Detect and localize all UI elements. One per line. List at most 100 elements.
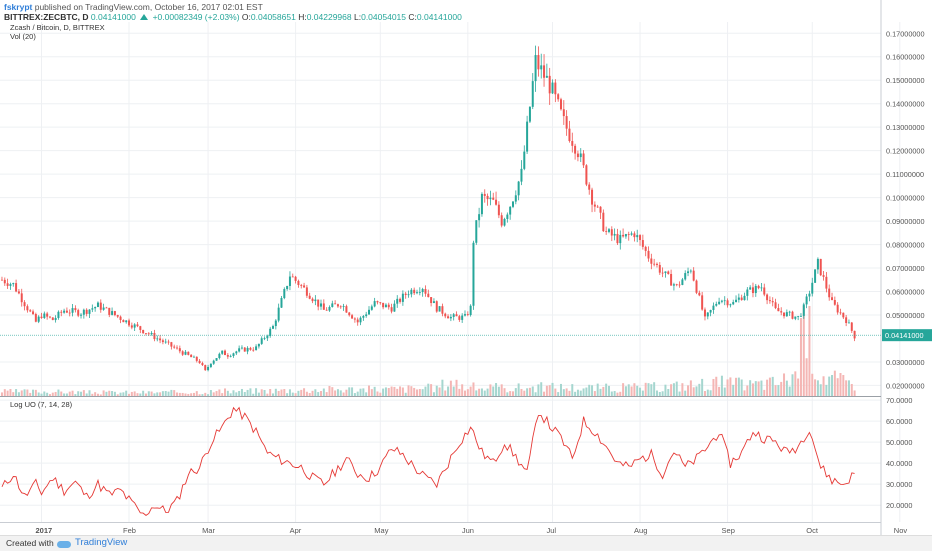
volume-bar (26, 389, 29, 396)
volume-bar (822, 376, 825, 396)
volume-bar (387, 388, 390, 396)
candle-body (413, 289, 416, 294)
volume-bar (6, 390, 9, 396)
candle-body (528, 106, 531, 122)
candle-body (150, 332, 153, 335)
candle-body (441, 306, 444, 314)
candle-body (610, 229, 613, 236)
volume-bar (353, 393, 356, 396)
volume-bar (122, 392, 125, 396)
candle-body (353, 318, 356, 320)
volume-bar (811, 373, 814, 396)
candle-body (280, 298, 283, 308)
volume-bar (232, 390, 235, 396)
candle-body (77, 310, 80, 316)
candle-body (548, 75, 551, 94)
candle-body (757, 285, 760, 289)
last-price: 0.04141000 (90, 12, 136, 22)
volume-bar (382, 388, 385, 396)
candle-body (144, 333, 147, 334)
candle-body (424, 289, 427, 294)
candle-body (743, 295, 746, 301)
volume-bar (105, 391, 108, 396)
candle-body (63, 310, 66, 313)
candle-body (399, 298, 402, 302)
tradingview-brand-link[interactable]: TradingView (75, 537, 128, 548)
y-tick-label: 0.07000000 (886, 264, 925, 273)
candle-body (226, 355, 229, 357)
volume-bar (432, 392, 435, 396)
volume-bar (187, 393, 190, 396)
volume-bar (424, 386, 427, 396)
candle-body (232, 353, 235, 356)
candle-body (178, 348, 181, 352)
candle-body (511, 201, 514, 207)
candle-body (760, 287, 763, 289)
volume-bar (116, 394, 119, 396)
candle-body (557, 94, 560, 100)
volume-bar (805, 358, 808, 396)
candle-body (291, 276, 294, 278)
created-with-text: Created with (6, 538, 54, 548)
candle-body (80, 314, 83, 316)
volume-bar (421, 389, 424, 396)
candle-body (393, 303, 396, 312)
candle-body (543, 65, 546, 78)
candle-body (469, 305, 472, 315)
candle-body (591, 189, 594, 205)
volume-bar (48, 394, 51, 396)
volume-bar (359, 388, 362, 396)
author-link[interactable]: fskrypt (4, 2, 33, 12)
volume-bar (774, 385, 777, 396)
candle-body (17, 291, 20, 294)
volume-bar (743, 390, 746, 396)
candle-body (29, 310, 32, 312)
candle-body (740, 297, 743, 301)
candle-body (331, 303, 334, 307)
volume-bar (689, 380, 692, 396)
volume-bar (334, 390, 337, 396)
x-tick-label: Mar (202, 526, 215, 535)
candle-body (243, 347, 246, 352)
volume-bar (362, 388, 365, 396)
candle-body (723, 300, 726, 302)
candle-body (238, 348, 241, 352)
candle-body (359, 317, 362, 323)
volume-bar (463, 390, 466, 396)
volume-bar (130, 391, 133, 396)
volume-bar (418, 389, 421, 396)
candle-body (40, 316, 43, 318)
candle-body (593, 204, 596, 207)
candle-body (768, 300, 771, 302)
candle-body (215, 358, 218, 361)
candle-body (240, 347, 243, 349)
volume-bar (9, 389, 12, 396)
volume-bar (29, 392, 32, 396)
published-text: published on TradingView.com, October 16… (34, 2, 263, 12)
volume-bar (34, 389, 37, 396)
volume-bar (503, 388, 506, 396)
candle-body (32, 311, 35, 314)
volume-bar (291, 392, 294, 396)
candle-body (74, 308, 77, 311)
tradingview-cloud-icon (57, 541, 71, 548)
candle-body (715, 303, 718, 306)
publish-info: fskrypt published on TradingView.com, Oc… (4, 2, 263, 12)
candle-body (102, 307, 105, 310)
volume-bar (71, 390, 74, 396)
volume-bar (449, 380, 452, 396)
volume-bar (80, 391, 83, 396)
volume-bar (639, 387, 642, 396)
volume-bar (57, 389, 60, 396)
volume-bar (850, 383, 853, 396)
volume-bar (65, 393, 68, 396)
candle-body (783, 312, 786, 317)
candle-body (376, 301, 379, 303)
volume-bar (224, 388, 227, 396)
candle-body (619, 234, 622, 244)
volume-bar (653, 382, 656, 396)
candle-body (370, 306, 373, 310)
volume-bar (365, 392, 368, 396)
volume-bar (667, 389, 670, 396)
volume-bar (672, 383, 675, 396)
